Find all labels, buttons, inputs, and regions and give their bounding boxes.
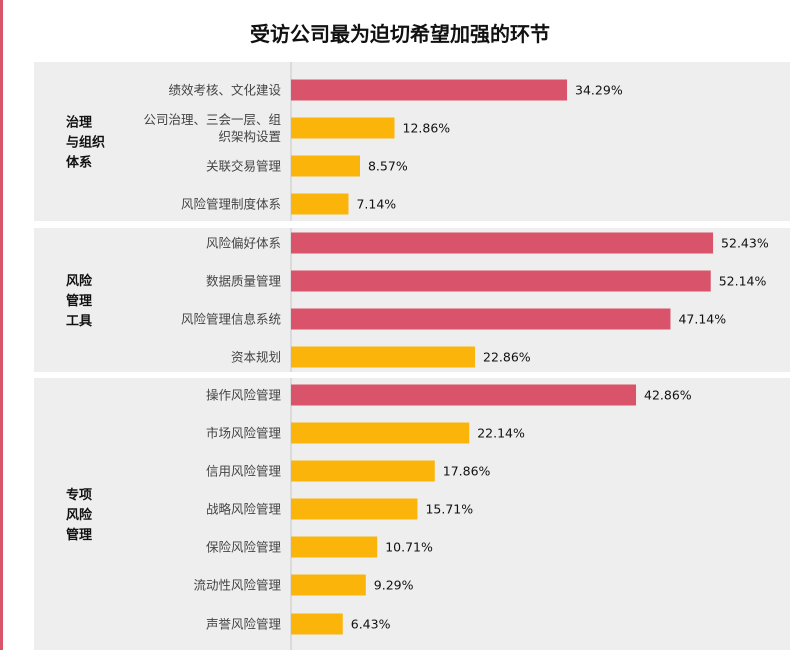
data-label: 15.71%: [425, 502, 473, 517]
left-accent-bar: [0, 0, 3, 650]
data-label: 10.71%: [385, 540, 433, 555]
category-label: 风险偏好体系: [206, 236, 281, 251]
category-label: 绩效考核、文化建设: [168, 83, 281, 98]
data-label: 34.29%: [575, 83, 623, 98]
category-label: 风险管理信息系统: [181, 312, 281, 327]
data-label: 9.29%: [374, 578, 414, 593]
bar: [291, 498, 418, 520]
data-label: 42.86%: [644, 388, 692, 403]
data-label: 7.14%: [356, 197, 396, 212]
category-label: 信用风险管理: [206, 464, 282, 479]
bar: [291, 384, 637, 406]
category-label: 声誉风险管理: [206, 617, 282, 632]
category-label: 关联交易管理: [206, 159, 282, 174]
data-label: 52.14%: [719, 274, 767, 289]
data-label: 22.86%: [483, 350, 531, 365]
bar: [291, 232, 714, 254]
data-label: 47.14%: [678, 312, 726, 327]
chart-title: 受访公司最为迫切希望加强的环节: [250, 22, 550, 46]
bar: [291, 117, 395, 139]
category-label: 操作风险管理: [206, 388, 282, 403]
group-label: 专项风险管理: [66, 487, 93, 543]
group-label: 治理与组织体系: [66, 115, 105, 171]
bar: [291, 308, 671, 330]
category-label: 公司治理、三会一层、组织架构设置: [143, 112, 281, 144]
data-label: 22.14%: [477, 426, 525, 441]
category-label: 流动性风险管理: [193, 578, 281, 593]
category-label: 数据质量管理: [206, 274, 282, 289]
bar: [291, 422, 470, 444]
bar: [291, 193, 349, 215]
bar: [291, 460, 435, 482]
data-label: 8.57%: [368, 159, 408, 174]
group-label: 风险管理工具: [66, 273, 93, 329]
category-label: 风险管理制度体系: [181, 197, 281, 212]
data-label: 12.86%: [403, 121, 451, 136]
bar: [291, 79, 568, 101]
category-label: 资本规划: [231, 350, 281, 365]
bar: [291, 536, 378, 558]
bar: [291, 613, 343, 635]
bar: [291, 346, 476, 368]
bar: [291, 155, 360, 177]
bar: [291, 574, 366, 596]
category-label: 保险风险管理: [206, 540, 282, 555]
category-label: 战略风险管理: [206, 502, 282, 517]
data-label: 17.86%: [443, 464, 491, 479]
category-label: 市场风险管理: [206, 426, 282, 441]
bar: [291, 270, 711, 292]
data-label: 6.43%: [351, 617, 391, 632]
data-label: 52.43%: [721, 236, 769, 251]
